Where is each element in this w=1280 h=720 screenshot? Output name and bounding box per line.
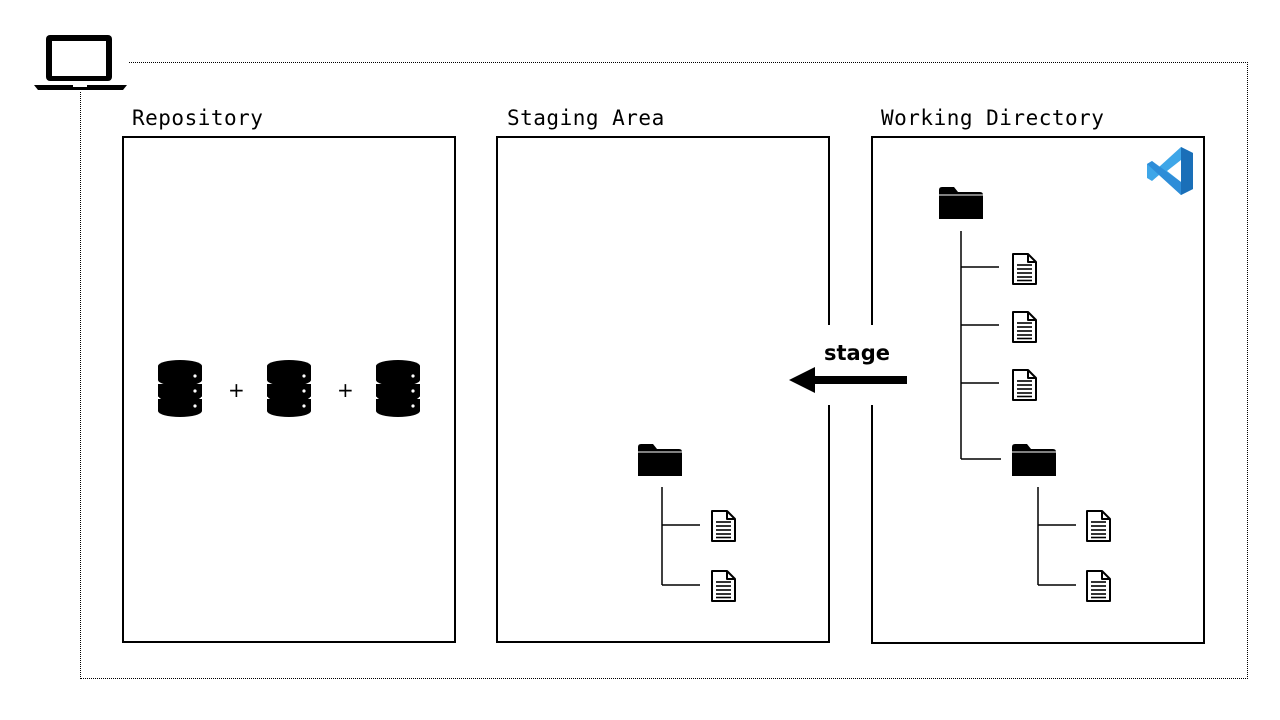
- database-icon: [375, 359, 421, 418]
- file-icon: [711, 510, 736, 542]
- staging-area-panel: [496, 136, 830, 643]
- folder-icon: [1011, 443, 1057, 477]
- stage-arrow: [789, 367, 907, 393]
- folder-icon: [637, 443, 683, 477]
- file-icon: [1012, 253, 1037, 285]
- folder-icon: [938, 186, 984, 220]
- laptop-icon: [33, 33, 128, 91]
- plus-operator-1: +: [228, 378, 245, 402]
- vscode-icon: [1147, 147, 1193, 195]
- repository-title: Repository: [132, 106, 264, 130]
- computer-boundary: [80, 62, 1248, 679]
- stage-label: stage: [824, 341, 890, 365]
- database-icon: [157, 359, 203, 418]
- file-icon: [1012, 311, 1037, 343]
- file-icon: [1012, 369, 1037, 401]
- working-tree: [938, 186, 1111, 602]
- staging-area-title: Staging Area: [507, 106, 665, 130]
- working-directory-title: Working Directory: [881, 106, 1105, 130]
- arrow-gap: [828, 325, 876, 405]
- database-icon: [266, 359, 312, 418]
- file-icon: [1086, 570, 1111, 602]
- file-icon: [1086, 510, 1111, 542]
- plus-operator-2: +: [337, 378, 354, 402]
- file-icon: [711, 570, 736, 602]
- staging-tree: [637, 443, 736, 602]
